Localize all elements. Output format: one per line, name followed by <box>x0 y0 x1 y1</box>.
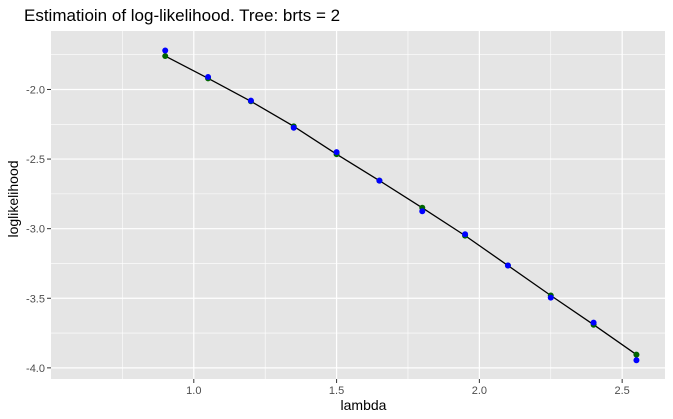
blue-point <box>504 262 511 269</box>
y-tick-label: -2.0 <box>26 84 45 96</box>
y-axis: -2.0 -2.5 -3.0 -3.5 -4.0 <box>26 84 51 375</box>
blue-point <box>376 177 383 184</box>
green-point <box>633 351 640 358</box>
x-tick-label: 1.0 <box>186 385 201 397</box>
blue-point <box>333 149 340 156</box>
major-gridlines <box>51 31 665 379</box>
x-axis: 1.0 1.5 2.0 2.5 <box>186 379 630 397</box>
y-tick-label: -4.0 <box>26 363 45 375</box>
blue-point <box>205 73 212 80</box>
chart-title: Estimatioin of log-likelihood. Tree: brt… <box>24 6 340 25</box>
blue-point <box>162 47 169 54</box>
x-axis-title: lambda <box>341 397 387 413</box>
y-tick-label: -3.0 <box>26 224 45 236</box>
blue-point <box>247 97 254 104</box>
plot-panel <box>51 31 665 379</box>
x-tick-label: 2.5 <box>615 385 630 397</box>
green-point <box>162 53 169 60</box>
blue-point <box>290 124 297 131</box>
x-tick-label: 1.5 <box>329 385 344 397</box>
series-line <box>164 55 637 356</box>
blue-point <box>633 357 640 364</box>
blue-point <box>462 231 469 238</box>
y-axis-title: loglikelihood <box>5 160 21 237</box>
blue-point <box>419 208 426 215</box>
x-tick-label: 2.0 <box>472 385 487 397</box>
blue-point <box>547 294 554 301</box>
blue-point <box>590 319 597 326</box>
y-tick-label: -3.5 <box>26 293 45 305</box>
data-series <box>162 47 640 364</box>
y-tick-label: -2.5 <box>26 154 45 166</box>
